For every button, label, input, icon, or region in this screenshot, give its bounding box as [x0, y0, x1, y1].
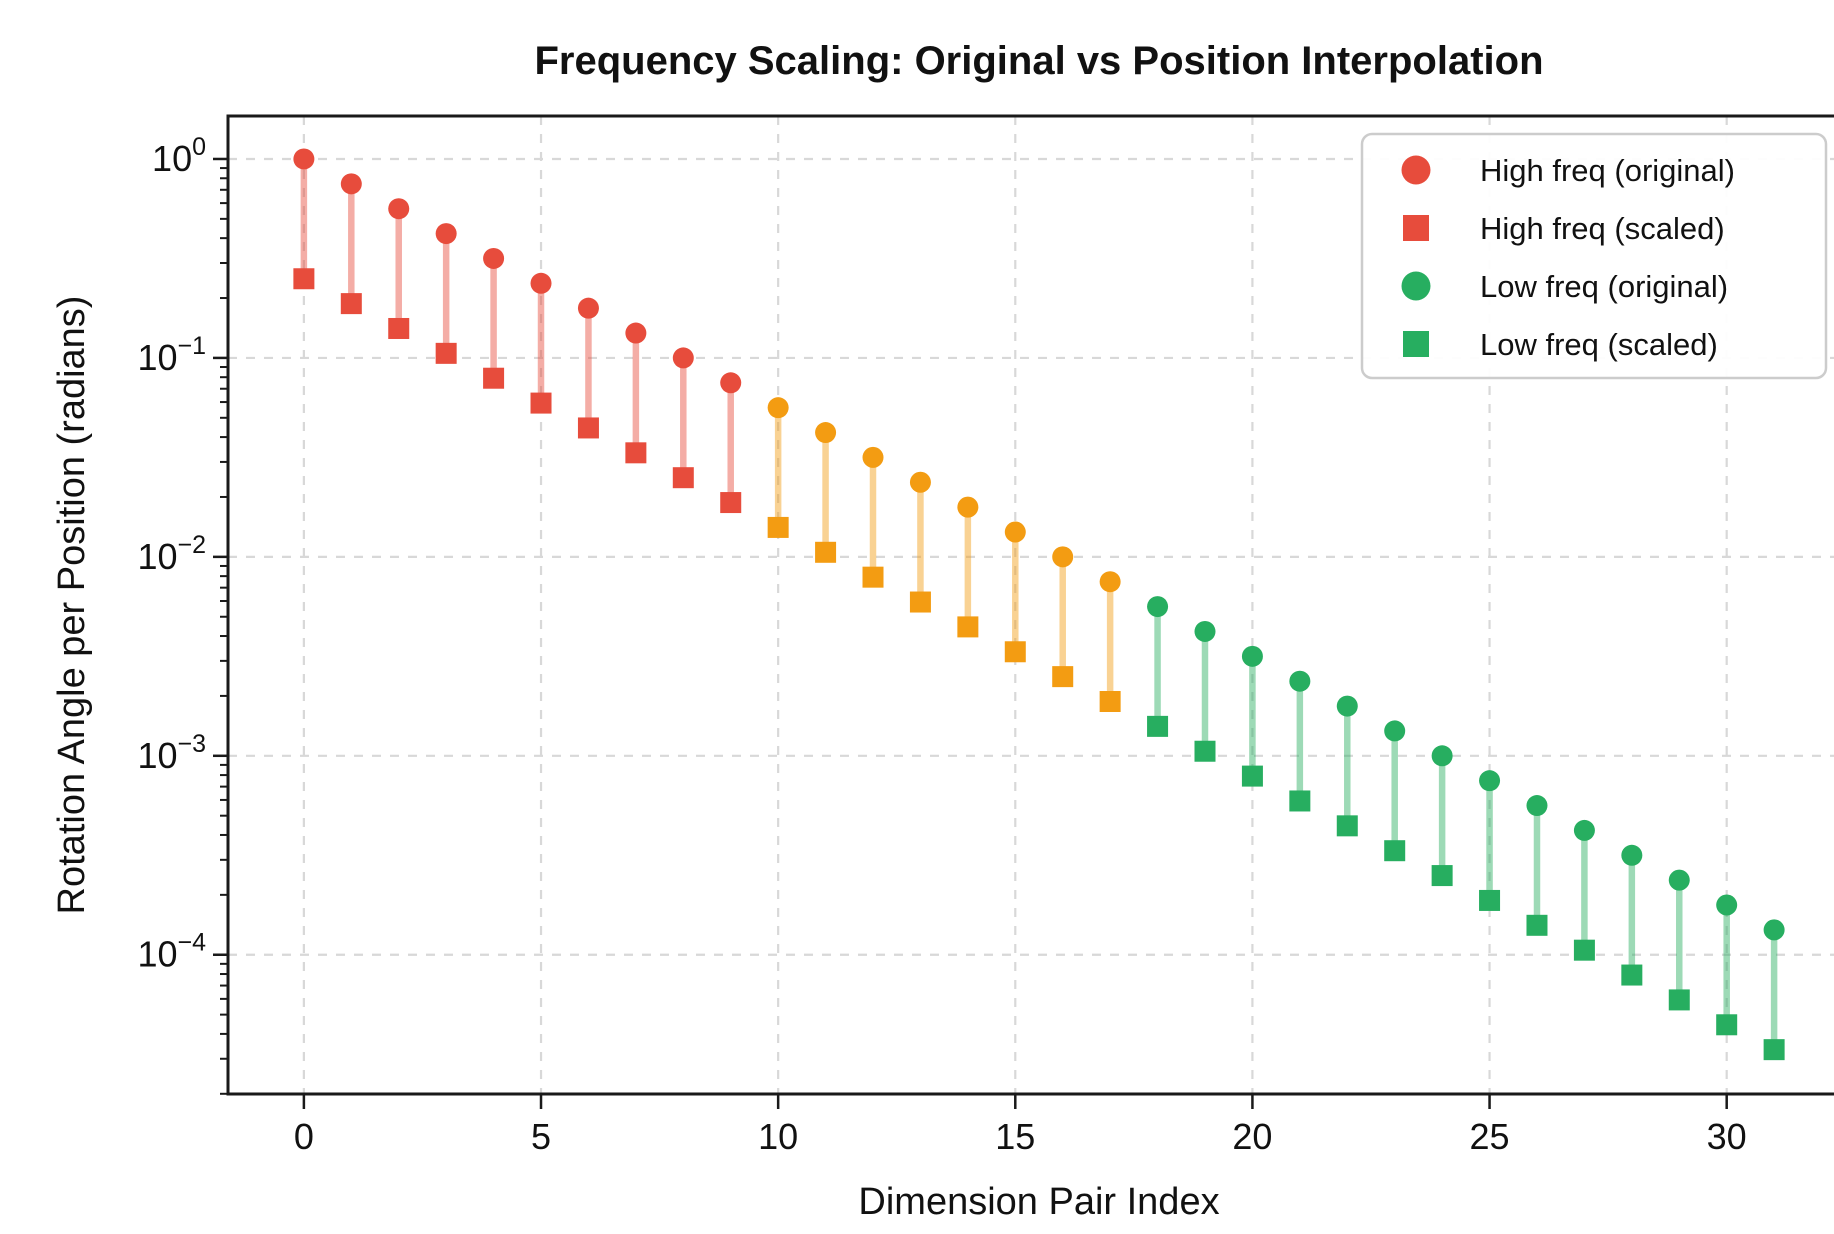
- original-marker: [1668, 869, 1690, 891]
- original-marker: [1052, 546, 1074, 568]
- original-marker: [767, 397, 789, 419]
- y-tick-label: 10−4: [137, 929, 206, 975]
- original-marker: [388, 198, 410, 220]
- scaled-marker: [815, 541, 837, 563]
- legend-circle-icon: [1401, 271, 1431, 301]
- scaled-marker: [1621, 964, 1643, 986]
- plot-border: [226, 114, 1834, 1096]
- scaled-marker: [1668, 989, 1690, 1011]
- legend-square-icon: [1403, 331, 1429, 357]
- original-marker: [1716, 894, 1738, 916]
- scaled-marker: [483, 367, 505, 389]
- scaled-marker: [1336, 815, 1358, 837]
- scaled-marker: [720, 492, 742, 514]
- original-marker: [1336, 695, 1358, 717]
- original-marker: [909, 471, 931, 493]
- original-marker: [577, 297, 599, 319]
- original-marker: [672, 347, 694, 369]
- original-marker: [1621, 844, 1643, 866]
- original-marker: [530, 272, 552, 294]
- legend-item-label: High freq (original): [1480, 153, 1735, 188]
- y-tick-label: 10−3: [137, 730, 206, 776]
- original-marker: [815, 422, 837, 444]
- x-tick-label: 30: [1707, 1116, 1747, 1157]
- x-axis-label: Dimension Pair Index: [858, 1181, 1219, 1223]
- scaled-marker: [767, 516, 789, 538]
- legend-box: [1360, 132, 1828, 380]
- original-marker: [483, 247, 505, 269]
- scaled-marker: [672, 467, 694, 489]
- scaled-marker: [909, 591, 931, 613]
- scaled-marker: [1194, 740, 1216, 762]
- scaled-marker: [577, 417, 599, 439]
- legend-item-label: Low freq (original): [1480, 269, 1728, 304]
- legend-item-label: Low freq (scaled): [1480, 327, 1718, 362]
- y-tick-label: 10−1: [137, 332, 206, 378]
- original-marker: [1384, 720, 1406, 742]
- legend-square-icon: [1403, 215, 1429, 241]
- original-marker: [1004, 521, 1026, 543]
- scaled-marker: [1004, 641, 1026, 663]
- original-marker: [435, 223, 457, 245]
- chart-figure: 0 5 10 15 20 25 30 100 10−1 10−2 10−3 10−4 Frequenc…: [40, 16, 1834, 1234]
- scaled-marker: [1716, 1014, 1738, 1036]
- legend-item: High freq (scaled): [1403, 211, 1725, 246]
- x-tick-label: 10: [758, 1116, 798, 1157]
- original-marker: [1573, 819, 1595, 841]
- original-marker: [293, 148, 315, 170]
- scaled-marker: [862, 566, 884, 588]
- chart-title: Frequency Scaling: Original vs Position …: [534, 39, 1543, 83]
- legend-item: Low freq (original): [1401, 269, 1728, 304]
- original-marker: [1147, 596, 1169, 618]
- original-marker: [1289, 670, 1311, 692]
- y-tick-label: 10−2: [137, 531, 206, 577]
- original-marker: [1194, 620, 1216, 642]
- scaled-marker: [530, 392, 552, 414]
- chart-canvas: 0 5 10 15 20 25 30 100 10−1 10−2 10−3 10−4 Frequenc…: [51, 39, 1834, 1223]
- scaled-marker: [1526, 914, 1548, 936]
- legend-item: Low freq (scaled): [1403, 327, 1718, 362]
- scaled-marker: [625, 442, 647, 464]
- scaled-marker: [1384, 840, 1406, 862]
- scaled-marker: [1573, 939, 1595, 961]
- original-marker: [1763, 919, 1785, 941]
- scaled-marker: [1479, 889, 1501, 911]
- x-tick-label: 20: [1232, 1116, 1272, 1157]
- x-tick-label: 0: [294, 1116, 314, 1157]
- y-axis-label: Rotation Angle per Position (radians): [51, 296, 93, 915]
- stem-lines: [300, 158, 1778, 1050]
- original-marker: [720, 372, 742, 394]
- scaled-marker: [1241, 765, 1263, 787]
- x-tick-label: 15: [995, 1116, 1035, 1157]
- legend: High freq (original) High freq (scaled) Lo…: [1360, 132, 1828, 380]
- scaled-marker: [1147, 715, 1169, 737]
- x-tick-label: 25: [1470, 1116, 1510, 1157]
- scaled-marker: [388, 317, 410, 339]
- original-marker: [340, 173, 362, 195]
- legend-circle-icon: [1401, 155, 1431, 185]
- data-markers: [293, 148, 1785, 1061]
- scaled-marker: [1099, 690, 1121, 712]
- y-tick-label: 100: [152, 133, 206, 179]
- original-marker: [625, 322, 647, 344]
- scaled-marker: [1289, 790, 1311, 812]
- original-marker: [1526, 795, 1548, 817]
- original-marker: [1099, 571, 1121, 593]
- x-tick-label: 5: [531, 1116, 551, 1157]
- scaled-marker: [293, 268, 315, 290]
- scaled-marker: [340, 293, 362, 315]
- legend-item: High freq (original): [1401, 153, 1735, 188]
- scaled-marker: [1431, 865, 1453, 887]
- original-marker: [1431, 745, 1453, 767]
- original-marker: [1479, 770, 1501, 792]
- scaled-marker: [957, 616, 979, 638]
- original-marker: [1241, 645, 1263, 667]
- scaled-marker: [1763, 1039, 1785, 1061]
- original-marker: [862, 446, 884, 468]
- original-marker: [957, 496, 979, 518]
- scaled-marker: [435, 342, 457, 364]
- scaled-marker: [1052, 666, 1074, 688]
- legend-item-label: High freq (scaled): [1480, 211, 1725, 246]
